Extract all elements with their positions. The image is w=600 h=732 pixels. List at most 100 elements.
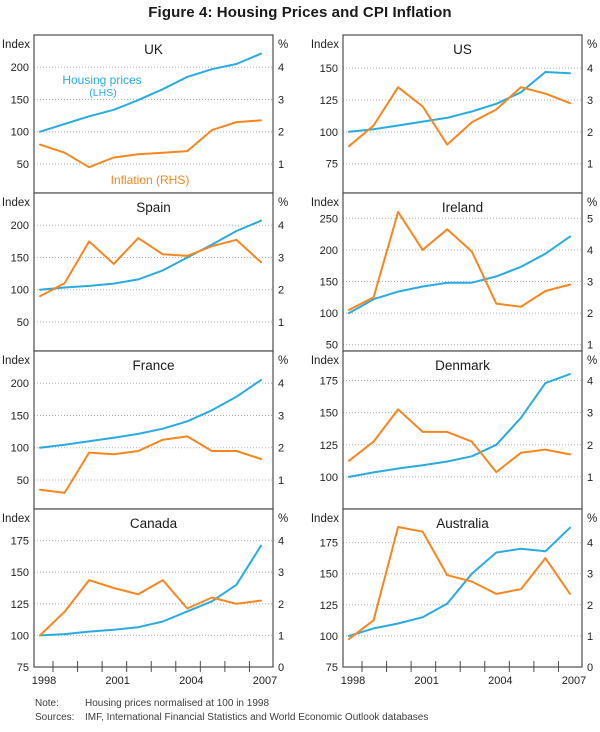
y-tick-label-right: 3	[278, 567, 284, 579]
percent-unit-label: %	[587, 39, 597, 51]
y-tick-label-right: 2	[587, 600, 593, 612]
housing-prices-line	[39, 379, 262, 449]
x-tick-label: 2007	[562, 675, 586, 687]
x-tick-label: 2001	[414, 675, 438, 687]
panel-border	[342, 508, 583, 668]
inflation-line	[39, 435, 262, 494]
figure-title: Figure 4: Housing Prices and CPI Inflati…	[148, 4, 452, 21]
panel-border	[33, 508, 274, 668]
housing-prices-line	[348, 235, 571, 315]
y-tick-label-right: 2	[587, 127, 593, 139]
y-tick-label-right: 2	[587, 308, 593, 320]
percent-unit-label: %	[278, 355, 288, 367]
y-tick-label-left: 125	[320, 440, 338, 452]
y-tick-label-left: 200	[320, 245, 338, 257]
y-tick-label-right: 2	[278, 285, 284, 297]
y-tick-label-left: 150	[11, 410, 29, 422]
y-tick-label-left: 200	[11, 378, 29, 390]
panel-ireland: 50 1 100 2 150 3 200 4 250 5 Index % Ireland	[311, 192, 597, 352]
panel-us: 75 1 100 2 125 3 150 4 Index % US	[311, 34, 597, 194]
y-tick-label-right: 1	[587, 631, 593, 643]
y-tick-label-left: 150	[11, 94, 29, 106]
panel-australia: 75 0 100 1 125 2 150 3 175 4 Index % Australia 1998 20…	[311, 508, 597, 687]
inflation-line	[348, 408, 571, 474]
y-tick-label-left: 125	[320, 95, 338, 107]
housing-prices-line	[39, 52, 262, 133]
note-text: Housing prices normalised at 100 in 1998	[85, 698, 269, 709]
inflation-line	[39, 579, 262, 637]
y-tick-label-left: 150	[320, 408, 338, 420]
note-label: Note:	[35, 698, 59, 709]
index-unit-label: Index	[311, 39, 339, 51]
x-tick-label: 2007	[253, 675, 277, 687]
country-title: US	[453, 42, 472, 57]
y-tick-label-left: 250	[320, 213, 338, 225]
y-tick-label-right: 4	[587, 376, 593, 388]
housing-prices-label: Housing prices	[62, 73, 141, 87]
sources-row: Sources: IMF, International Financial Sta…	[35, 711, 575, 724]
y-tick-label-right: 1	[278, 317, 284, 329]
y-tick-label-left: 100	[11, 127, 29, 139]
y-tick-label-left: 125	[11, 599, 29, 611]
percent-unit-label: %	[587, 513, 597, 525]
index-unit-label: Index	[311, 513, 339, 525]
y-tick-label-left: 150	[320, 276, 338, 288]
y-tick-label-left: 175	[11, 536, 29, 548]
percent-unit-label: %	[587, 197, 597, 209]
housing-prices-line	[39, 544, 262, 637]
y-tick-label-right: 1	[278, 475, 284, 487]
y-tick-label-left: 100	[11, 630, 29, 642]
y-tick-label-right: 1	[278, 159, 284, 171]
y-tick-label-right: 2	[278, 599, 284, 611]
panel-france: 50 1 100 2 150 3 200 4 Index % France	[2, 350, 288, 510]
housing-prices-line	[348, 71, 571, 133]
y-tick-label-left: 150	[320, 569, 338, 581]
housing-prices-line	[39, 219, 262, 291]
y-tick-label-right: 3	[278, 410, 284, 422]
y-tick-label-right: 1	[587, 472, 593, 484]
percent-unit-label: %	[278, 39, 288, 51]
country-title: France	[132, 358, 174, 373]
country-title: UK	[144, 42, 163, 57]
country-title: Ireland	[442, 200, 483, 215]
index-unit-label: Index	[2, 39, 30, 51]
panel-denmark: 100 1 125 2 150 3 175 4 Index % Denmark	[311, 350, 597, 510]
y-tick-label-left: 125	[320, 600, 338, 612]
panel-bg	[343, 193, 582, 351]
y-tick-label-right: 4	[587, 63, 593, 75]
y-tick-label-right: 4	[587, 538, 593, 550]
y-tick-label-right: 4	[278, 62, 284, 74]
index-unit-label: Index	[2, 355, 30, 367]
y-tick-label-left: 50	[17, 317, 29, 329]
y-tick-label-left: 100	[320, 472, 338, 484]
y-tick-label-right: 2	[278, 443, 284, 455]
y-tick-label-right: 0	[278, 662, 284, 674]
panel-spain: 50 1 100 2 150 3 200 4 Index % Spain	[2, 192, 288, 352]
inflation-line	[348, 86, 571, 148]
y-tick-label-left: 150	[11, 252, 29, 264]
y-tick-label-left: 200	[11, 220, 29, 232]
y-tick-label-right: 1	[587, 159, 593, 171]
x-tick-label: 2004	[488, 675, 512, 687]
inflation-line	[348, 211, 571, 311]
y-tick-label-right: 3	[587, 95, 593, 107]
housing-prices-line	[348, 526, 571, 637]
y-tick-label-left: 200	[11, 62, 29, 74]
y-tick-label-left: 175	[320, 376, 338, 388]
y-tick-label-left: 50	[326, 340, 338, 352]
x-tick-label: 2001	[105, 675, 129, 687]
y-tick-label-left: 75	[326, 159, 338, 171]
panel-uk: 50 1 100 2 150 3 200 4 Index % UK Housing prices(LH…	[2, 34, 288, 194]
panel-bg	[343, 509, 582, 667]
y-tick-label-left: 75	[326, 662, 338, 674]
y-tick-label-left: 175	[320, 538, 338, 550]
index-unit-label: Index	[311, 355, 339, 367]
y-tick-label-right: 2	[587, 440, 593, 452]
y-tick-label-right: 4	[278, 536, 284, 548]
housing-axis-label: (LHS)	[89, 87, 116, 99]
y-tick-label-left: 100	[320, 631, 338, 643]
y-tick-label-left: 150	[320, 63, 338, 75]
inflation-label: Inflation (RHS)	[111, 173, 190, 187]
housing-prices-line	[348, 373, 571, 478]
y-tick-label-left: 100	[11, 443, 29, 455]
